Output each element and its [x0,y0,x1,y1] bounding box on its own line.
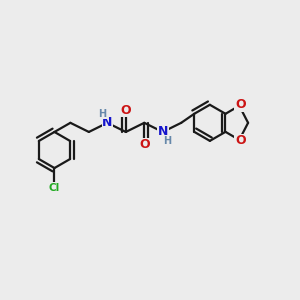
Text: O: O [139,138,150,151]
Text: H: H [99,109,107,119]
Text: O: O [235,134,246,148]
Text: N: N [158,125,168,139]
Text: H: H [163,136,172,146]
Text: Cl: Cl [49,183,60,193]
Text: N: N [102,116,112,129]
Text: O: O [121,103,131,117]
Text: O: O [235,98,246,111]
